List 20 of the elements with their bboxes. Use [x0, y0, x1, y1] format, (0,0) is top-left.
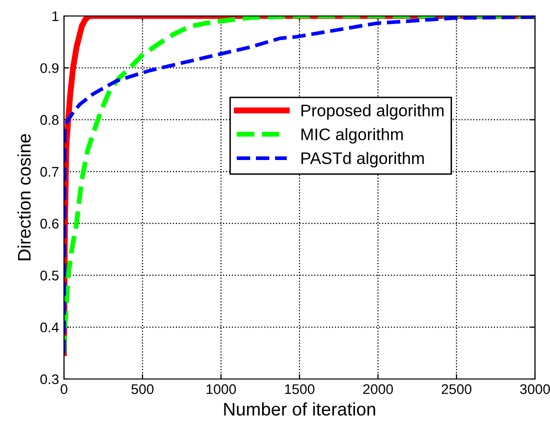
x-axis-title: Number of iteration	[224, 402, 376, 416]
y-tick-label: 1	[52, 11, 58, 22]
legend-label: Proposed algorithm	[301, 104, 444, 120]
y-axis-title: Direction cosine	[17, 134, 31, 260]
y-tick-label: 0.9	[40, 63, 58, 74]
y-tick-label: 0.7	[40, 166, 58, 177]
legend-label: PASTd algorithm	[301, 152, 424, 168]
y-tick-label: 0.4	[40, 322, 59, 332]
x-tick-label: 2500	[442, 384, 472, 394]
y-tick-label: 0.8	[40, 115, 59, 125]
x-tick-label: 1500	[285, 384, 314, 394]
y-tick-label: 0.5	[40, 270, 59, 280]
x-tick-label: 1000	[206, 384, 236, 394]
x-tick-label: 500	[131, 384, 154, 394]
x-tick-label: 3000	[520, 384, 550, 394]
x-tick-label: 0	[60, 384, 68, 394]
y-tick-label: 0.3	[40, 374, 59, 384]
y-tick-label: 0.6	[40, 218, 59, 229]
x-tick-label: 2000	[363, 384, 393, 394]
legend-label: MIC algorithm	[301, 128, 403, 144]
